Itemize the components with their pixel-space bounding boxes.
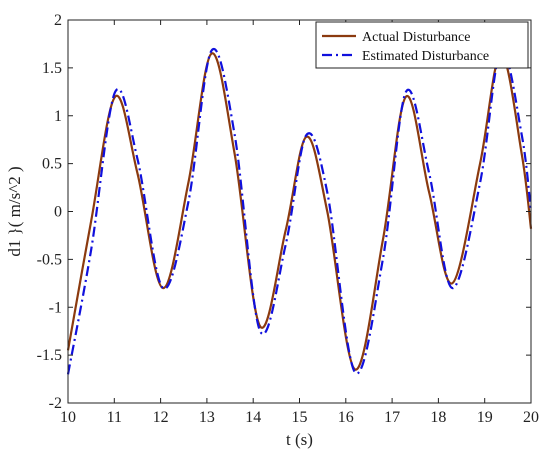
y-tick-label: -2 <box>49 395 62 412</box>
x-tick-label: 12 <box>153 409 169 426</box>
x-tick-label: 15 <box>292 409 308 426</box>
y-tick-label: 2 <box>54 12 62 29</box>
x-axis-label: t (s) <box>286 430 313 449</box>
y-tick-label: -1 <box>49 299 62 316</box>
y-tick-label: -1.5 <box>37 347 62 364</box>
y-tick-label: 0 <box>54 204 62 221</box>
y-tick-label: 0.5 <box>42 156 62 173</box>
legend-label-estimated: Estimated Disturbance <box>362 49 489 64</box>
x-tick-label: 14 <box>245 409 261 426</box>
x-tick-label: 19 <box>477 409 493 426</box>
series-line-actual <box>66 52 533 371</box>
y-tick-label: 1 <box>54 108 62 125</box>
x-tick-label: 13 <box>199 409 215 426</box>
x-tick-label: 20 <box>523 409 539 426</box>
axes: 10 11 12 13 14 15 16 17 18 19 20 -2 -1.5 -1 -0.5 0 0.5 1 1… <box>37 12 539 426</box>
y-tick-label: 1.5 <box>42 60 62 77</box>
legend-box <box>315 21 529 69</box>
legend-label-actual: Actual Disturbance <box>362 30 470 45</box>
x-tick-label: 10 <box>60 409 76 426</box>
x-tick-label: 11 <box>107 409 122 426</box>
plot-frame <box>67 19 532 404</box>
plot-area <box>66 47 533 375</box>
series-line-estimated <box>66 47 533 375</box>
y-axis-label: d1 }( m/s^2 ) <box>5 166 24 256</box>
x-tick-label: 16 <box>338 409 354 426</box>
x-tick-label: 18 <box>430 409 446 426</box>
x-tick-label: 17 <box>384 409 400 426</box>
y-tick-label: -0.5 <box>37 251 62 268</box>
legend: Actual Disturbance Estimated Disturbance <box>315 21 529 69</box>
